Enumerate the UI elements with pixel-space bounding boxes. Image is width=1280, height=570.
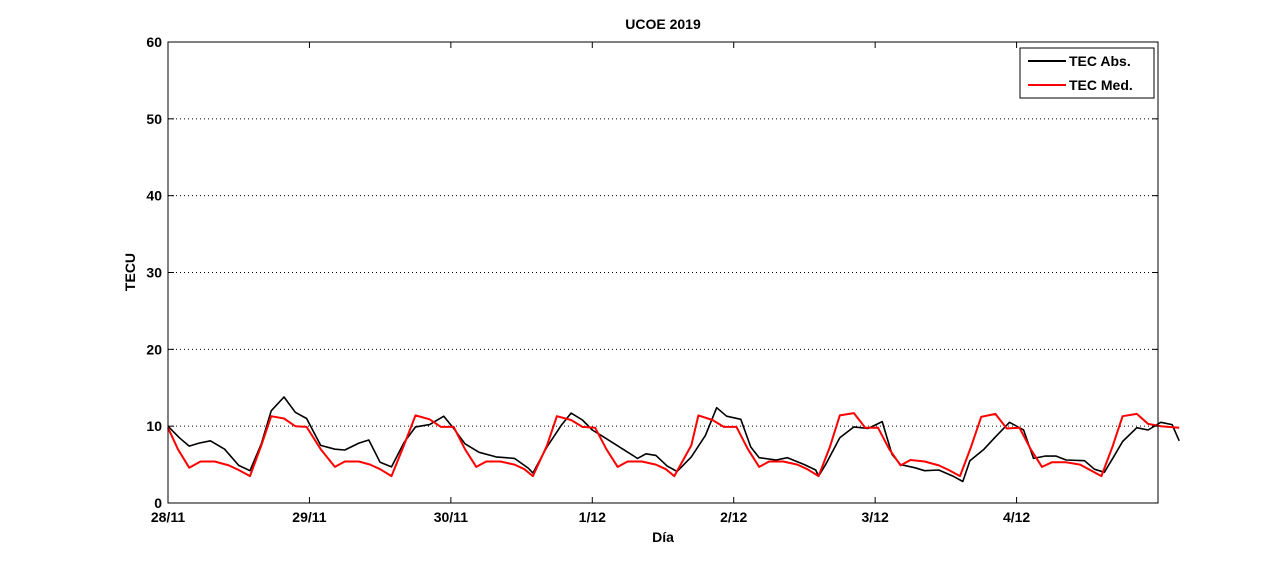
y-tick-label: 30: [146, 265, 162, 281]
x-tick-label: 2/12: [720, 509, 747, 525]
x-tick-label: 1/12: [579, 509, 606, 525]
x-tick-label: 4/12: [1003, 509, 1030, 525]
x-tick-label: 29/11: [292, 509, 326, 525]
chart-title: UCOE 2019: [625, 16, 701, 32]
y-tick-label: 0: [154, 495, 162, 511]
x-axis-label: Día: [652, 529, 674, 545]
y-axis-label: TECU: [122, 253, 138, 291]
series-line-tec-abs: [167, 396, 1180, 483]
x-tick-label: 28/11: [151, 509, 185, 525]
legend-label-tec-med: TEC Med.: [1069, 77, 1133, 93]
legend-box: [1019, 47, 1155, 99]
x-tick-label: 3/12: [862, 509, 889, 525]
x-tick-label: 30/11: [434, 509, 468, 525]
y-tick-label: 20: [146, 341, 162, 357]
y-tick-label: 50: [146, 111, 162, 127]
y-tick-label: 10: [146, 418, 162, 434]
tick-layer: 0 10 20 30 40 50 60 28/11 29/11 30/11 1/12 2/12 3/12…: [146, 34, 1158, 525]
y-tick-label: 40: [146, 188, 162, 204]
series-layer: [167, 396, 1180, 483]
series-line-tec-med: [167, 412, 1180, 478]
y-tick-label: 60: [146, 34, 162, 50]
legend: TEC Abs. TEC Med.: [1019, 47, 1155, 99]
legend-label-tec-abs: TEC Abs.: [1069, 53, 1131, 69]
grid-layer: [168, 118, 1158, 427]
